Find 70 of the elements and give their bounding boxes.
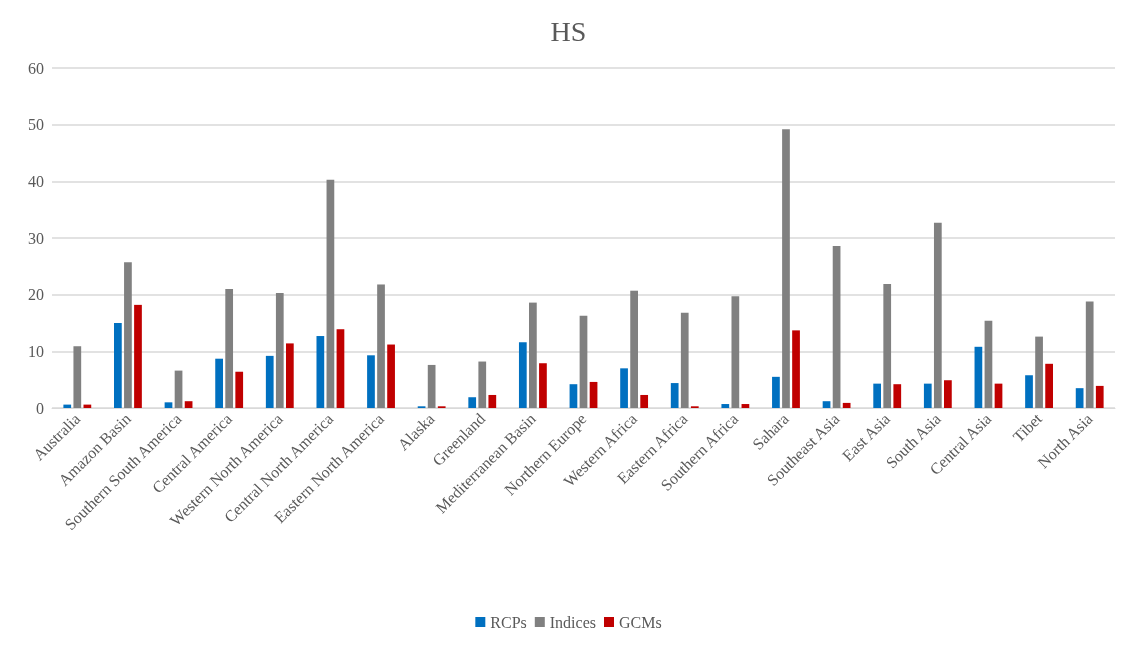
bar [235,371,244,408]
legend-label: Indices [549,613,596,631]
bar [468,397,477,408]
y-tick-label: 40 [28,172,44,190]
chart-title: HS [550,15,587,47]
bar [124,262,132,408]
bar [478,361,487,408]
bar [518,342,527,408]
bar [529,302,537,408]
bar [164,402,173,408]
bar [589,381,598,408]
bar [1075,388,1084,408]
bar [569,384,578,408]
bar [1085,301,1094,408]
bar [883,283,892,408]
bar [721,404,730,408]
bar [1045,363,1053,408]
bar [731,296,740,408]
bar [873,383,882,408]
bar [63,404,72,408]
y-tick-label: 50 [28,116,44,134]
bar [944,380,952,408]
y-tick-label: 10 [28,342,44,360]
bar [620,368,628,408]
bar [73,346,82,408]
bar [893,384,902,408]
bar [326,179,335,408]
bar [275,292,284,408]
bar [782,129,790,408]
bar [933,222,942,408]
bar [792,330,800,408]
bar [640,394,649,408]
bar [772,376,780,408]
bar [184,401,193,408]
bar [1035,336,1043,408]
bar [1025,375,1033,408]
bar [336,329,345,408]
y-tick-label: 30 [28,229,44,247]
y-tick-label: 20 [28,286,44,304]
bar [741,404,750,408]
bar [265,355,274,408]
bar [1095,385,1104,408]
bar [387,344,395,408]
bar [174,370,183,408]
legend-label: GCMs [619,613,662,631]
bar [377,284,385,408]
bar [114,323,122,408]
bar [842,402,851,408]
bar [680,312,689,408]
y-tick-label: 60 [28,59,44,77]
bar [923,383,932,408]
bar [832,245,841,408]
bar [630,290,638,408]
legend-label: RCPs [490,613,527,631]
y-tick-label: 0 [36,399,44,417]
bar [367,355,375,408]
bar [316,336,325,408]
bar [488,394,497,408]
bar [215,358,223,408]
bar [670,383,679,408]
bar [83,404,92,408]
bar [225,289,234,408]
bar [427,364,436,408]
bar [984,320,993,408]
bar [285,343,294,408]
bar [822,401,831,408]
bar [539,363,547,408]
bar [974,346,983,408]
bar [134,304,142,408]
bar [579,315,588,408]
